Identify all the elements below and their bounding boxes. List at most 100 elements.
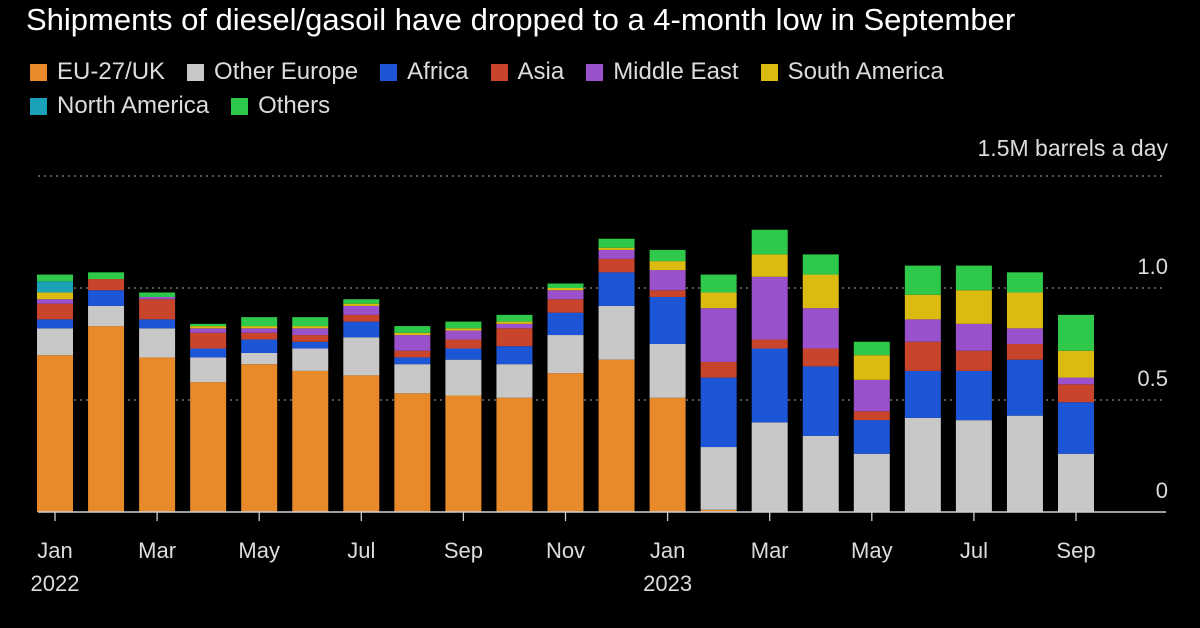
legend-label: Other Europe bbox=[214, 58, 359, 85]
bar-other-europe-2023-07 bbox=[955, 420, 992, 512]
bar-middle-east-2022-12 bbox=[598, 249, 635, 259]
bar-other-europe-2023-05 bbox=[853, 453, 890, 512]
bar-south-america-2023-03 bbox=[751, 254, 788, 277]
bar-asia-2023-03 bbox=[751, 339, 788, 349]
legend-swatch-middle-east bbox=[586, 63, 604, 81]
bar-other-europe-2023-08 bbox=[1006, 415, 1043, 512]
bar-asia-2023-02 bbox=[700, 361, 737, 378]
x-tick-label: Jan bbox=[650, 538, 685, 563]
bar-asia-2022-11 bbox=[547, 299, 584, 313]
bar-south-america-2023-06 bbox=[904, 294, 941, 320]
bar-africa-2022-01 bbox=[37, 319, 73, 329]
bar-south-america-2022-01 bbox=[37, 292, 73, 300]
bar-middle-east-2023-07 bbox=[955, 323, 992, 351]
bar-other-europe-2023-06 bbox=[904, 417, 941, 512]
bar-other-europe-2022-08 bbox=[394, 364, 431, 394]
bar-africa-2022-07 bbox=[343, 321, 380, 338]
bar-asia-2023-07 bbox=[955, 350, 992, 371]
bar-other-europe-2023-03 bbox=[751, 422, 788, 512]
unit-label: 1.5M barrels a day bbox=[977, 135, 1168, 161]
legend-label: EU-27/UK bbox=[57, 58, 166, 85]
bar-south-america-2023-05 bbox=[853, 355, 890, 380]
bar-middle-east-2023-03 bbox=[751, 276, 788, 340]
bar-middle-east-2022-08 bbox=[394, 335, 431, 351]
legend-swatch-others bbox=[231, 97, 249, 115]
bar-asia-2023-08 bbox=[1006, 344, 1043, 360]
x-tick-year-label: 2022 bbox=[31, 571, 80, 596]
bar-asia-2022-07 bbox=[343, 314, 380, 322]
bar-others-2023-02 bbox=[700, 274, 737, 293]
bar-other-europe-2022-01 bbox=[37, 328, 73, 356]
bar-south-america-2022-04 bbox=[190, 326, 227, 329]
bar-eu-27-uk-2022-08 bbox=[394, 393, 431, 512]
bar-asia-2022-06 bbox=[292, 335, 329, 342]
x-tick-label: May bbox=[238, 538, 280, 563]
bar-other-europe-2023-01 bbox=[649, 344, 686, 398]
bar-others-2022-05 bbox=[241, 317, 278, 327]
legend-item-other-europe: Other Europe bbox=[187, 58, 358, 86]
bar-middle-east-2023-08 bbox=[1006, 328, 1043, 344]
bar-middle-east-2023-04 bbox=[802, 308, 839, 349]
bar-africa-2023-03 bbox=[751, 348, 788, 423]
bar-middle-east-2023-02 bbox=[700, 308, 737, 362]
bar-middle-east-2022-11 bbox=[547, 290, 584, 300]
bar-eu-27-uk-2022-10 bbox=[496, 397, 533, 512]
bar-others-2022-03 bbox=[139, 292, 176, 297]
bar-eu-27-uk-2022-06 bbox=[292, 370, 329, 512]
bar-eu-27-uk-2023-01 bbox=[649, 397, 686, 512]
bar-asia-2023-09 bbox=[1058, 384, 1094, 403]
bar-middle-east-2022-10 bbox=[496, 323, 533, 329]
bar-others-2022-01 bbox=[37, 274, 73, 282]
bar-eu-27-uk-2022-04 bbox=[190, 382, 227, 512]
bar-middle-east-2022-06 bbox=[292, 328, 329, 336]
legend-label: Africa bbox=[407, 58, 469, 85]
bar-africa-2022-09 bbox=[445, 348, 482, 360]
bar-asia-2022-05 bbox=[241, 332, 278, 340]
bar-others-2023-04 bbox=[802, 254, 839, 275]
bar-others-2022-09 bbox=[445, 321, 482, 329]
bar-south-america-2022-11 bbox=[547, 288, 584, 291]
bar-others-2023-07 bbox=[955, 265, 992, 291]
bar-eu-27-uk-2022-02 bbox=[88, 326, 125, 512]
bar-south-america-2022-09 bbox=[445, 328, 482, 331]
bar-other-europe-2022-11 bbox=[547, 335, 584, 374]
bar-asia-2022-02 bbox=[88, 279, 125, 291]
bar-south-america-2023-02 bbox=[700, 292, 737, 309]
bar-asia-2023-01 bbox=[649, 290, 686, 297]
bar-asia-2022-03 bbox=[139, 299, 176, 320]
bar-other-europe-2022-02 bbox=[88, 305, 125, 327]
x-tick-label: Jan bbox=[37, 538, 72, 563]
bar-africa-2022-05 bbox=[241, 339, 278, 353]
bar-others-2022-06 bbox=[292, 317, 329, 327]
x-tick-label: Mar bbox=[751, 538, 789, 563]
bar-other-europe-2022-07 bbox=[343, 337, 380, 376]
y-tick-label: 0 bbox=[1156, 478, 1168, 503]
legend-swatch-north-america bbox=[30, 97, 47, 115]
legend-swatch-asia bbox=[490, 63, 508, 81]
legend-swatch-eu-27-uk bbox=[30, 63, 47, 81]
bar-south-america-2022-07 bbox=[343, 303, 380, 306]
legend-label: South America bbox=[787, 58, 944, 85]
bar-africa-2023-06 bbox=[904, 370, 941, 418]
chart-title: Shipments of diesel/gasoil have dropped … bbox=[26, 2, 1016, 37]
legend-swatch-africa bbox=[380, 63, 398, 81]
bar-eu-27-uk-2023-02 bbox=[700, 509, 737, 512]
bar-africa-2023-01 bbox=[649, 296, 686, 344]
bar-south-america-2023-09 bbox=[1058, 350, 1094, 378]
bar-asia-2023-06 bbox=[904, 341, 941, 371]
bar-eu-27-uk-2022-01 bbox=[37, 355, 73, 512]
bar-others-2023-08 bbox=[1006, 272, 1043, 293]
x-tick-label: Sep bbox=[1056, 538, 1095, 563]
bar-other-europe-2022-09 bbox=[445, 359, 482, 396]
bar-asia-2022-10 bbox=[496, 328, 533, 347]
bar-middle-east-2022-05 bbox=[241, 328, 278, 333]
bar-middle-east-2022-09 bbox=[445, 330, 482, 340]
bar-middle-east-2023-01 bbox=[649, 270, 686, 291]
bar-others-2022-04 bbox=[190, 323, 227, 327]
legend-item-others: Others bbox=[231, 92, 330, 120]
bar-south-america-2022-10 bbox=[496, 321, 533, 324]
bar-middle-east-2022-01 bbox=[37, 299, 73, 304]
bar-africa-2022-04 bbox=[190, 348, 227, 358]
bar-middle-east-2022-03 bbox=[139, 296, 176, 300]
bar-africa-2023-05 bbox=[853, 420, 890, 454]
